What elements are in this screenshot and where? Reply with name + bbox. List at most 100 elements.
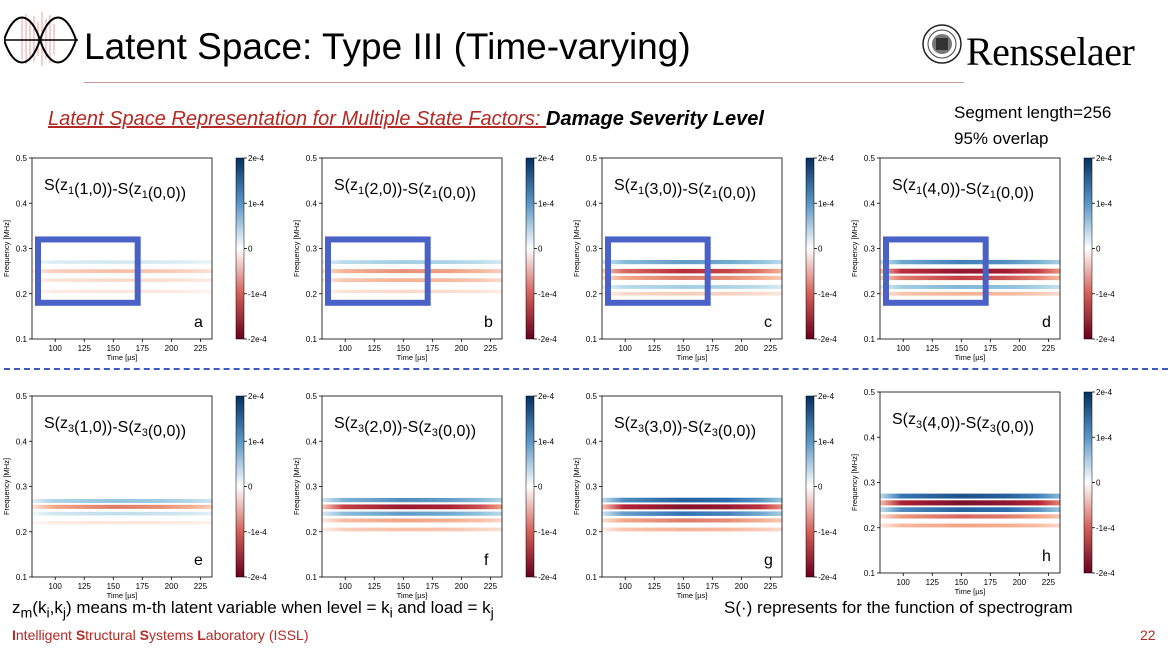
colorbar-tick-label: -1e-4 [818, 528, 837, 537]
y-tick-label: 0.5 [864, 154, 876, 163]
plot-background [322, 158, 502, 339]
x-tick-label: 100 [339, 344, 353, 353]
y-tick-label: 0.1 [586, 573, 598, 582]
subtitle-emphasis: Damage Severity Level [546, 108, 764, 130]
lab-initial: S [139, 627, 149, 643]
x-tick-label: 125 [926, 344, 940, 353]
spectral-band [322, 269, 502, 274]
x-axis-label: Time [µs] [677, 591, 708, 600]
x-axis-label: Time [µs] [955, 353, 986, 362]
y-tick-label: 0.4 [306, 199, 318, 208]
x-tick-label: 100 [49, 344, 63, 353]
colorbar-tick-label: 0 [1096, 479, 1101, 488]
colorbar-tick-label: 1e-4 [818, 199, 835, 208]
latent-variable-footnote: zm(ki,kj) means m-th latent variable whe… [12, 598, 494, 622]
colorbar-tick-label: 2e-4 [818, 392, 835, 401]
subtitle-lead: Latent Space Representation for Multiple… [48, 108, 547, 130]
lab-initial: I [12, 627, 16, 643]
panel-title: S(z1(2,0))-S(z1(0,0)) [334, 177, 476, 202]
x-tick-label: 150 [677, 344, 691, 353]
colorbar [525, 395, 535, 578]
colorbar [235, 395, 245, 578]
y-tick-label: 0.5 [586, 392, 598, 401]
y-tick-label: 0.3 [586, 483, 598, 492]
plot-background [602, 158, 782, 339]
x-tick-label: 150 [955, 344, 969, 353]
spectrogram-panel-b: 0.1 0.2 0.3 0.4 0.5 100 125 150 175 200 225 Time [µ… [290, 148, 560, 363]
row-divider [4, 368, 1168, 370]
spectral-band [880, 500, 1060, 506]
y-tick-label: 0.3 [864, 479, 876, 488]
x-tick-label: 225 [194, 344, 208, 353]
x-tick-label: 175 [706, 582, 720, 591]
y-tick-label: 0.2 [306, 528, 318, 537]
x-tick-label: 100 [339, 582, 353, 591]
panel-letter: d [1042, 314, 1051, 331]
y-axis-label: Frequency [MHz] [850, 220, 859, 277]
spectral-band [322, 504, 502, 510]
spectral-band [32, 289, 212, 294]
highlight-box [325, 236, 431, 306]
x-axis-label: Time [µs] [397, 591, 428, 600]
spectrogram-panel-a: 0.1 0.2 0.3 0.4 0.5 100 125 150 175 200 225 Time [µ… [0, 148, 270, 363]
y-tick-label: 0.2 [306, 290, 318, 299]
plot-background [602, 396, 782, 577]
spectrogram-panel-g: 0.1 0.2 0.3 0.4 0.5 100 125 150 175 200 225 Time [µ… [570, 386, 840, 601]
spectral-band [880, 284, 1060, 289]
panel-letter: c [764, 314, 772, 331]
spectral-band [880, 275, 1060, 281]
colorbar-tick-label: 0 [1096, 245, 1101, 254]
y-tick-label: 0.4 [586, 437, 598, 446]
y-tick-label: 0.5 [16, 154, 28, 163]
colorbar-tick-label: -2e-4 [1096, 335, 1115, 344]
x-tick-label: 175 [984, 344, 998, 353]
colorbar-tick-label: -2e-4 [818, 335, 837, 344]
x-tick-label: 150 [397, 582, 411, 591]
colorbar-tick-label: -1e-4 [1096, 290, 1115, 299]
colorbar-tick-label: 2e-4 [1096, 154, 1113, 163]
spectral-band [602, 504, 782, 510]
y-tick-label: 0.4 [16, 437, 28, 446]
spectrogram-footnote: S(·) represents for the function of spec… [724, 598, 1073, 617]
colorbar-tick-label: -2e-4 [1096, 569, 1115, 578]
y-tick-label: 0.4 [864, 199, 876, 208]
spectral-band [602, 497, 782, 503]
spectral-band [32, 278, 212, 282]
x-tick-label: 100 [897, 344, 911, 353]
y-tick-label: 0.5 [586, 154, 598, 163]
panel-title: S(z3(2,0))-S(z3(0,0)) [334, 415, 476, 440]
spectral-band [602, 527, 782, 532]
x-tick-label: 225 [1042, 578, 1056, 587]
y-tick-label: 0.2 [586, 528, 598, 537]
y-axis-label: Frequency [MHz] [2, 458, 11, 515]
colorbar-tick-label: 2e-4 [248, 154, 265, 163]
x-tick-label: 225 [1042, 344, 1056, 353]
plot-background [32, 396, 212, 577]
panel-letter: h [1042, 548, 1051, 565]
y-tick-label: 0.5 [306, 392, 318, 401]
x-tick-label: 175 [426, 582, 440, 591]
y-tick-label: 0.3 [306, 245, 318, 254]
y-axis-label: Frequency [MHz] [292, 220, 301, 277]
colorbar-tick-label: 0 [818, 245, 823, 254]
colorbar-tick-label: 1e-4 [248, 437, 265, 446]
slide-title: Latent Space: Type III (Time-varying) [84, 26, 691, 67]
spectral-band [322, 497, 502, 503]
y-tick-label: 0.1 [864, 335, 876, 344]
colorbar-tick-label: 2e-4 [818, 154, 835, 163]
panel-title: S(z3(1,0))-S(z3(0,0)) [44, 415, 186, 440]
y-tick-label: 0.4 [306, 437, 318, 446]
panel-letter: f [484, 552, 489, 569]
colorbar-tick-label: 0 [538, 245, 543, 254]
spectrogram-panel-c: 0.1 0.2 0.3 0.4 0.5 100 125 150 175 200 225 Time [µ… [570, 148, 840, 363]
x-tick-label: 225 [764, 344, 778, 353]
spectral-band [602, 518, 782, 523]
spectral-band [602, 275, 782, 280]
colorbar-tick-label: -1e-4 [538, 528, 557, 537]
x-tick-label: 125 [648, 582, 662, 591]
x-tick-label: 100 [897, 578, 911, 587]
y-tick-label: 0.5 [864, 388, 876, 397]
x-tick-label: 200 [455, 344, 469, 353]
colorbar-tick-label: -2e-4 [248, 335, 267, 344]
spectral-band [322, 289, 502, 294]
